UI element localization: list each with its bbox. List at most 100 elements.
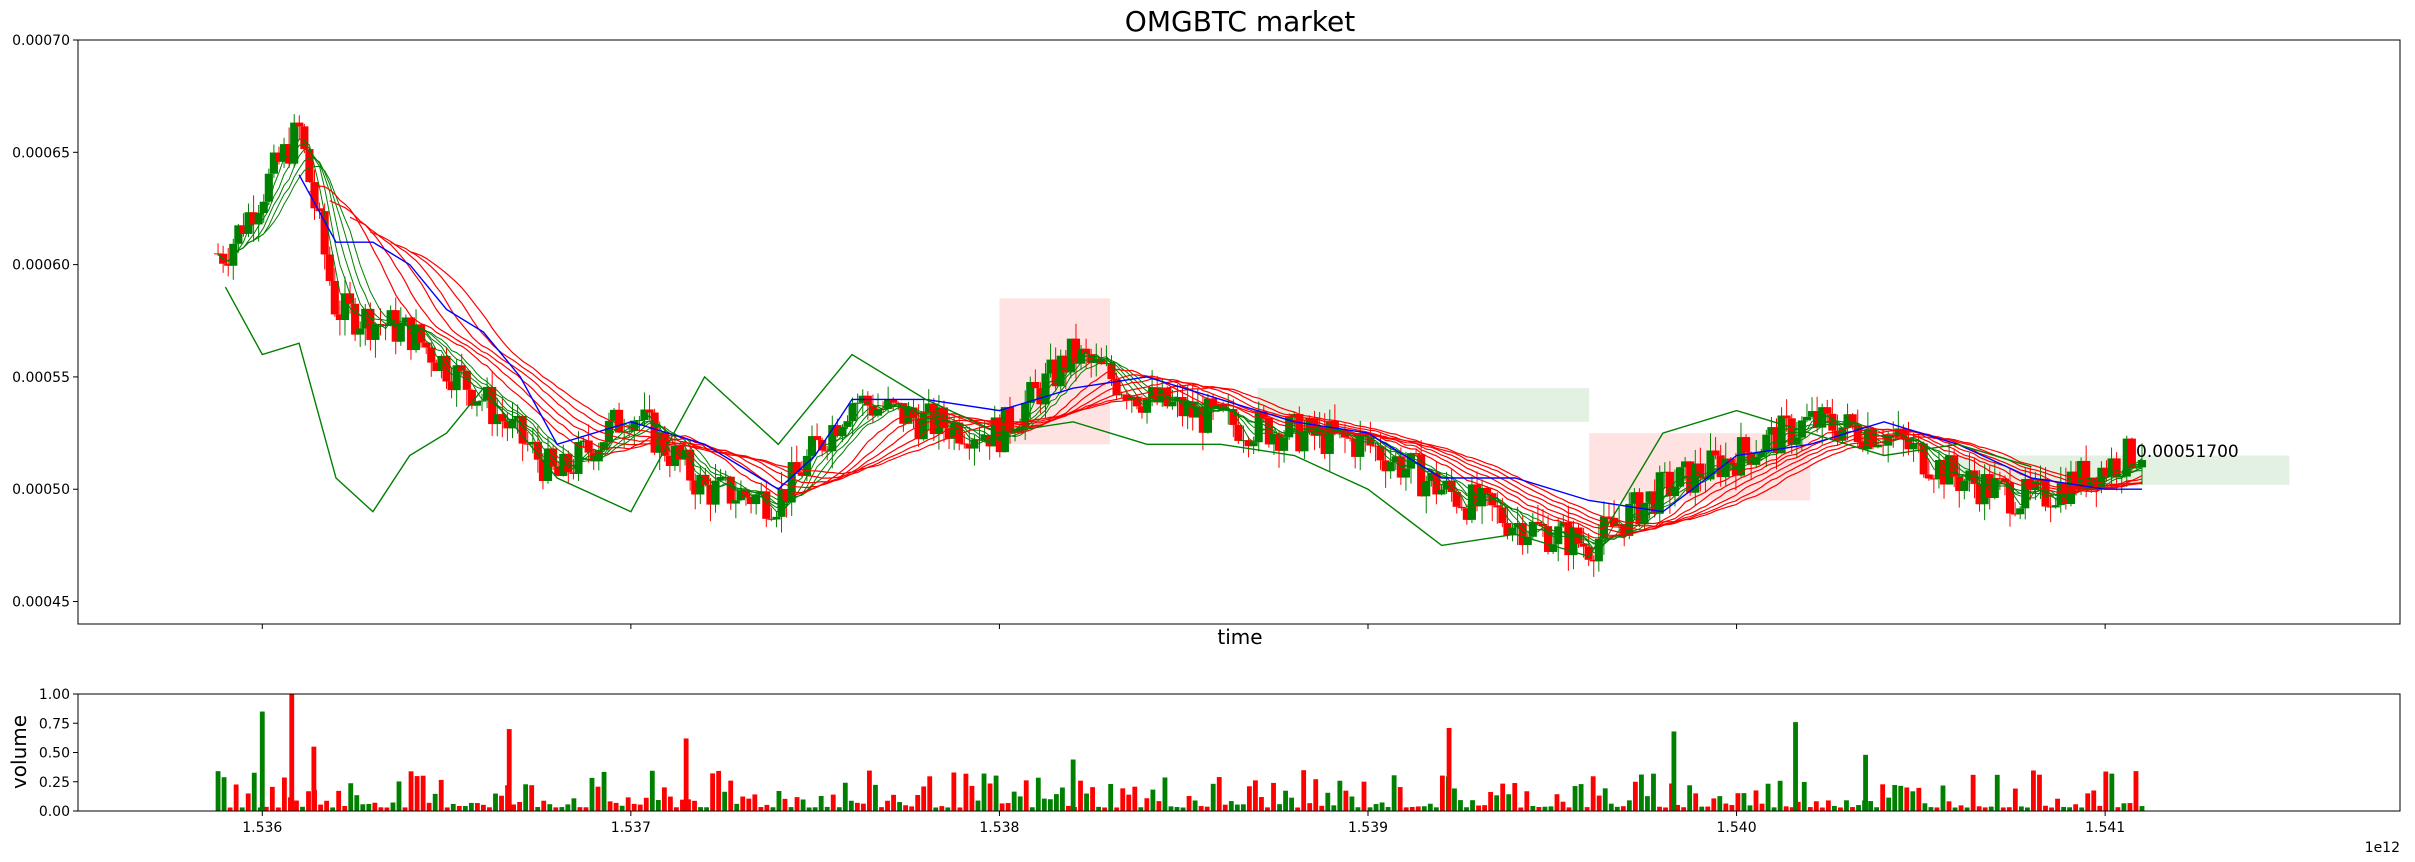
candle-body bbox=[1508, 527, 1517, 536]
y-tick-label: 0.75 bbox=[39, 716, 70, 732]
volume-bar bbox=[420, 775, 426, 811]
candle-body bbox=[447, 381, 456, 391]
candle-body bbox=[2036, 478, 2045, 482]
candle-body bbox=[335, 314, 344, 321]
candle-body bbox=[736, 490, 745, 501]
volume-bar bbox=[1029, 807, 1035, 811]
candle-body bbox=[2031, 481, 2040, 491]
candle-body bbox=[899, 403, 908, 424]
candle-body bbox=[1026, 382, 1035, 404]
x-tick-label: 1.541 bbox=[2085, 820, 2125, 836]
volume-bar bbox=[1367, 807, 1373, 811]
candle-body bbox=[1802, 416, 1812, 421]
volume-bar bbox=[2109, 773, 2115, 811]
volume-bar bbox=[1976, 806, 1982, 811]
volume-bar bbox=[637, 804, 643, 811]
candle-body bbox=[721, 476, 730, 478]
volume-bar bbox=[1578, 784, 1584, 811]
candle-body bbox=[1295, 413, 1304, 452]
volume-bar bbox=[1771, 807, 1777, 811]
volume-bar bbox=[1747, 805, 1753, 811]
candle-body bbox=[1219, 404, 1228, 411]
candle-body bbox=[1320, 426, 1329, 454]
volume-bar bbox=[378, 807, 384, 811]
candle-body bbox=[1660, 471, 1669, 473]
volume-bar bbox=[1844, 800, 1849, 811]
candle-body bbox=[1868, 429, 1878, 448]
volume-bar bbox=[390, 802, 396, 811]
volume-bar bbox=[1246, 786, 1252, 811]
candle-body bbox=[1711, 450, 1720, 456]
volume-bar bbox=[318, 804, 323, 811]
volume-bar bbox=[1596, 795, 1602, 811]
candle-body bbox=[889, 399, 898, 403]
volume-bar bbox=[506, 729, 512, 811]
candle-body bbox=[1980, 474, 1989, 505]
volume-bar bbox=[2073, 804, 2079, 811]
candle-body bbox=[386, 310, 395, 326]
candle-body bbox=[2005, 482, 2015, 514]
candle-body bbox=[569, 472, 578, 474]
candle-body bbox=[609, 409, 619, 421]
x-tick-label: 1.537 bbox=[611, 820, 651, 836]
candle-body bbox=[1772, 427, 1781, 454]
candle-body bbox=[584, 440, 593, 453]
volume-bar bbox=[1035, 777, 1041, 811]
volume-bar bbox=[1856, 805, 1861, 811]
candle-body bbox=[1884, 435, 1893, 446]
candle-body bbox=[1741, 437, 1751, 453]
candle-body bbox=[625, 431, 634, 433]
candle-body bbox=[1716, 455, 1725, 478]
volume-bar bbox=[517, 801, 523, 811]
candle-body bbox=[1762, 434, 1771, 453]
volume-bar bbox=[1470, 800, 1475, 811]
candle-body bbox=[1183, 401, 1192, 417]
candle-body bbox=[1564, 522, 1573, 556]
candle-body bbox=[345, 293, 355, 304]
volume-bar bbox=[1403, 807, 1409, 811]
volume-bar bbox=[1639, 774, 1644, 811]
candle-body bbox=[1879, 444, 1888, 446]
candle-body bbox=[1325, 421, 1334, 454]
candle-body bbox=[543, 448, 553, 481]
candle-body bbox=[686, 449, 695, 481]
volume-bar bbox=[704, 807, 709, 811]
volume-bar bbox=[1011, 791, 1017, 811]
candle-body bbox=[731, 500, 740, 504]
candle-body bbox=[1498, 507, 1507, 524]
candle-body bbox=[1224, 409, 1233, 411]
candle-body bbox=[559, 453, 568, 476]
candle-body bbox=[1675, 467, 1685, 487]
volume-bar bbox=[1729, 805, 1735, 811]
candle-body bbox=[310, 182, 319, 209]
volume-bar bbox=[529, 785, 535, 811]
volume-bar bbox=[1041, 798, 1047, 811]
candle-body bbox=[1132, 396, 1141, 407]
volume-bar bbox=[2079, 807, 2085, 811]
candle-body bbox=[1071, 338, 1081, 364]
candle-body bbox=[965, 444, 974, 449]
volume-bar bbox=[1741, 793, 1747, 811]
volume-bar bbox=[1560, 801, 1566, 811]
volume-bar bbox=[360, 804, 366, 811]
candle-body bbox=[681, 449, 690, 460]
volume-bar bbox=[661, 787, 667, 811]
candle-body bbox=[1432, 472, 1441, 495]
candle-body bbox=[1046, 359, 1055, 374]
candle-body bbox=[1457, 506, 1466, 509]
volume-bar bbox=[698, 807, 703, 811]
volume-bar bbox=[1289, 797, 1295, 811]
volume-bar bbox=[1421, 806, 1427, 811]
volume-bar bbox=[981, 773, 987, 811]
volume-bar bbox=[589, 777, 595, 811]
volume-bar bbox=[1723, 803, 1729, 811]
volume-bar bbox=[402, 807, 408, 811]
candle-body bbox=[528, 441, 537, 445]
candle-body bbox=[1645, 491, 1654, 503]
ma-green-line bbox=[217, 138, 2143, 554]
volume-bar bbox=[1632, 781, 1638, 811]
volume-bar bbox=[1934, 807, 1940, 811]
volume-bar bbox=[2031, 770, 2036, 811]
candle-body bbox=[1782, 415, 1791, 419]
volume-bar bbox=[330, 807, 336, 811]
